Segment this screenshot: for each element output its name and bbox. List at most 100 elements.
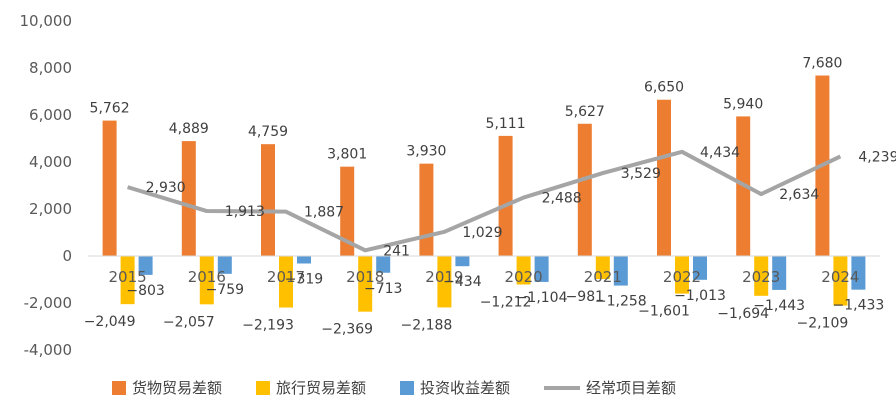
data-label: −803 xyxy=(126,283,164,299)
data-label: 4,759 xyxy=(248,124,288,140)
legend-label: 旅行贸易差额 xyxy=(276,379,366,397)
x-tick-label: 2017 xyxy=(267,268,305,286)
y-tick-label: 2,000 xyxy=(29,200,72,218)
data-label: −1,601 xyxy=(638,304,690,320)
data-label: 7,680 xyxy=(802,56,842,72)
legend-label: 货物贸易差额 xyxy=(132,379,222,397)
data-label: 5,627 xyxy=(565,104,605,120)
y-tick-label: 4,000 xyxy=(29,153,72,171)
data-label: −1,694 xyxy=(717,306,769,322)
x-tick-label: 2023 xyxy=(742,268,780,286)
data-label: −1,013 xyxy=(674,288,726,304)
data-label: 3,529 xyxy=(621,166,661,182)
data-label: 5,940 xyxy=(723,96,763,112)
data-label: 4,889 xyxy=(169,121,209,137)
data-label: −2,188 xyxy=(400,317,452,333)
bar-2-2021 xyxy=(613,256,628,286)
bar-1-2024 xyxy=(833,256,848,306)
bar-1-2018 xyxy=(358,256,373,312)
bar-2-2019 xyxy=(455,256,470,267)
bar-2-2017 xyxy=(297,256,311,264)
legend-swatch-2 xyxy=(400,381,414,395)
data-label: −981 xyxy=(566,289,604,305)
data-label: −759 xyxy=(206,282,244,298)
y-tick-label: 10,000 xyxy=(20,12,73,30)
data-label: −1,443 xyxy=(753,298,805,314)
data-label: 3,930 xyxy=(406,144,446,160)
line-series xyxy=(127,149,842,253)
data-label: 4,239 xyxy=(858,149,896,165)
bar-1-2019 xyxy=(437,256,452,308)
bar-2-2020 xyxy=(534,256,549,282)
bar-0-2021 xyxy=(577,123,592,256)
bar-1-2023 xyxy=(754,256,769,296)
data-label: 5,762 xyxy=(90,101,130,117)
bar-1-2022 xyxy=(675,256,689,294)
bar-1-2016 xyxy=(199,256,214,305)
x-tick-label: 2024 xyxy=(821,268,859,286)
bar-2-2018 xyxy=(376,256,391,273)
x-tick-label: 2022 xyxy=(663,268,701,286)
x-tick-label: 2021 xyxy=(584,268,622,286)
data-label: −1,258 xyxy=(595,294,647,310)
x-tick-label: 2016 xyxy=(188,268,226,286)
data-label: −2,109 xyxy=(796,316,848,332)
data-label: 1,029 xyxy=(462,225,502,241)
data-label: 241 xyxy=(383,243,410,259)
data-label: 6,650 xyxy=(644,80,684,96)
data-label: 1,913 xyxy=(225,204,265,220)
legend: 货物贸易差额 旅行贸易差额 投资收益差额 经常项目差额 xyxy=(112,379,676,397)
bar-1-2020 xyxy=(516,256,531,285)
legend-swatch-0 xyxy=(112,381,126,395)
bar-2-2016 xyxy=(217,256,232,274)
y-axis: 10,000 8,000 6,000 4,000 2,000 0 -2,000 -4,000 xyxy=(20,12,73,359)
bar-1-2017 xyxy=(279,256,293,308)
y-tick-label: -4,000 xyxy=(24,341,72,359)
x-tick-label: 2020 xyxy=(505,268,543,286)
data-label: −434 xyxy=(443,274,482,290)
bar-0-2018 xyxy=(340,166,355,256)
data-label: 3,801 xyxy=(327,147,367,163)
legend-label: 经常项目差额 xyxy=(586,379,676,397)
data-label: −2,369 xyxy=(321,322,373,338)
data-label: −713 xyxy=(364,281,402,297)
legend-label: 投资收益差额 xyxy=(420,379,510,397)
current-account-line xyxy=(127,149,842,253)
data-label: −2,193 xyxy=(242,318,294,334)
data-label: −1,212 xyxy=(480,294,532,310)
data-label: 2,634 xyxy=(779,187,819,203)
x-axis: 2015 2016 2017 2018 2019 2020 2021 2022 2023 2024 xyxy=(109,268,860,286)
data-label: 2,488 xyxy=(542,191,582,207)
bar-1-2021 xyxy=(595,256,610,280)
bar-2-2023 xyxy=(772,256,787,290)
data-label: −1,104 xyxy=(516,290,568,306)
y-tick-label: 8,000 xyxy=(29,59,72,77)
bar-0-2017 xyxy=(261,144,275,256)
data-labels: 5,762 4,889 4,759 3,801 3,930 5,111 5,627 6,650… xyxy=(84,56,896,338)
x-tick-label: 2018 xyxy=(346,268,384,286)
y-tick-label: 6,000 xyxy=(29,106,72,124)
data-label: 2,930 xyxy=(146,180,186,196)
data-label: 1,887 xyxy=(304,205,344,221)
bar-0-2020 xyxy=(498,135,513,256)
x-tick-label: 2019 xyxy=(425,268,463,286)
bar-0-2016 xyxy=(181,141,196,256)
y-tick-label: 0 xyxy=(62,247,72,265)
legend-swatch-1 xyxy=(256,381,270,395)
bar-0-2022 xyxy=(657,99,671,256)
data-label: −319 xyxy=(285,271,323,287)
bar-1-2015 xyxy=(120,256,135,305)
data-label: −2,049 xyxy=(84,314,136,330)
data-label: −1,433 xyxy=(832,298,884,314)
data-label: −2,057 xyxy=(163,314,215,330)
x-tick-label: 2015 xyxy=(109,268,147,286)
bar-0-2015 xyxy=(102,120,117,256)
bar-2-2024 xyxy=(851,256,866,290)
data-label: 4,434 xyxy=(700,145,740,161)
data-label: 5,111 xyxy=(486,116,526,132)
bar-0-2019 xyxy=(419,163,434,256)
bar-2-2022 xyxy=(693,256,707,280)
y-tick-label: -2,000 xyxy=(24,294,72,312)
bar-2-2015 xyxy=(138,256,153,275)
